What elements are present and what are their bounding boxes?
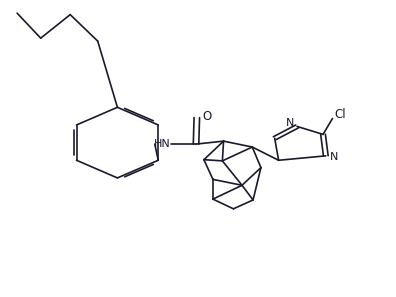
Text: Cl: Cl	[335, 108, 346, 121]
Text: O: O	[202, 110, 211, 123]
Text: N: N	[286, 118, 294, 128]
Text: HN: HN	[154, 139, 171, 149]
Text: N: N	[330, 152, 339, 162]
